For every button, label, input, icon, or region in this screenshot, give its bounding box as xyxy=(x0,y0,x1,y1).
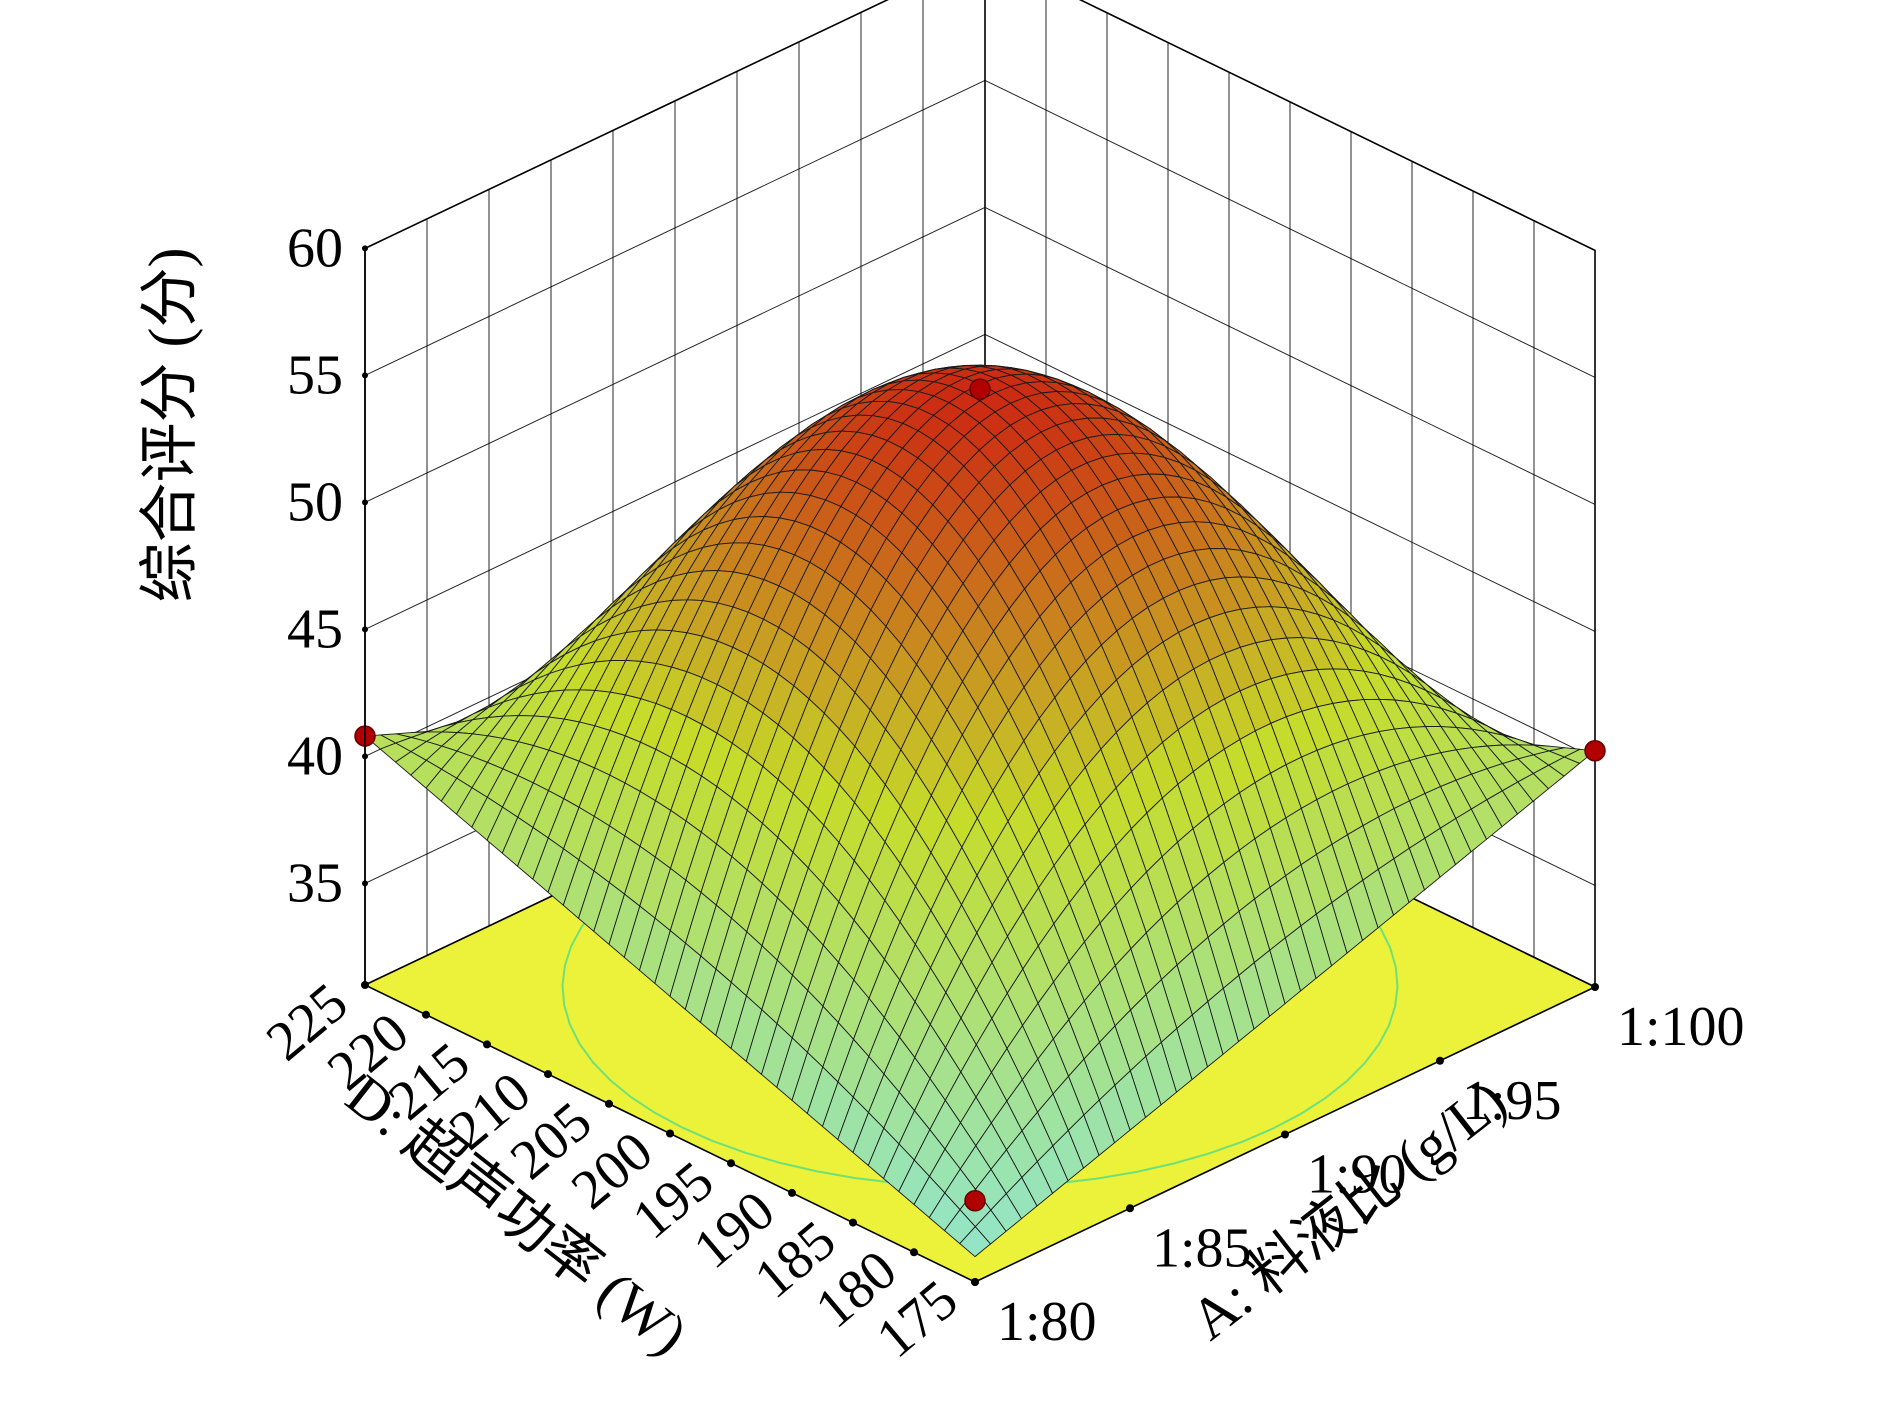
z-tick-label: 40 xyxy=(287,725,343,787)
y-tick-mark xyxy=(849,1218,857,1227)
surface-mesh xyxy=(363,364,1597,1258)
z-tick-label: 45 xyxy=(287,598,343,660)
z-tick-label: 50 xyxy=(287,471,343,533)
z-grid-line xyxy=(364,79,1596,378)
y-tick-mark xyxy=(666,1129,674,1138)
y-tick-mark xyxy=(544,1070,552,1079)
x-tick-label: 1:100 xyxy=(1617,996,1745,1058)
design-point xyxy=(969,378,991,400)
y-tick-mark xyxy=(361,981,369,989)
x-tick-mark xyxy=(1126,1204,1134,1213)
design-point xyxy=(1584,740,1606,762)
z-grid-line xyxy=(364,333,1596,632)
y-tick-mark xyxy=(422,1010,430,1019)
x-tick-label: 1:90 xyxy=(1307,1144,1407,1206)
z-grid-line xyxy=(364,206,1596,505)
z-grid-line xyxy=(364,0,1596,251)
x-tick-label: 1:95 xyxy=(1462,1070,1562,1132)
y-tick-mark xyxy=(971,1278,979,1286)
x-tick-mark xyxy=(1436,1056,1444,1065)
x-tick-mark xyxy=(1591,983,1599,991)
y-tick-mark xyxy=(483,1040,491,1049)
z-axis-label: 综合评分 (分) xyxy=(137,248,203,603)
z-tick-label: 60 xyxy=(287,217,343,279)
y-tick-mark xyxy=(788,1188,796,1197)
z-tick-label: 55 xyxy=(287,344,343,406)
y-tick-mark xyxy=(910,1248,918,1257)
y-tick-mark xyxy=(605,1099,613,1108)
y-tick-mark xyxy=(727,1159,735,1168)
x-tick-mark xyxy=(1281,1130,1289,1139)
x-tick-label: 1:80 xyxy=(997,1291,1097,1353)
z-tick-label: 35 xyxy=(287,852,343,914)
design-point xyxy=(964,1189,986,1212)
x-tick-label: 1:85 xyxy=(1152,1217,1252,1279)
